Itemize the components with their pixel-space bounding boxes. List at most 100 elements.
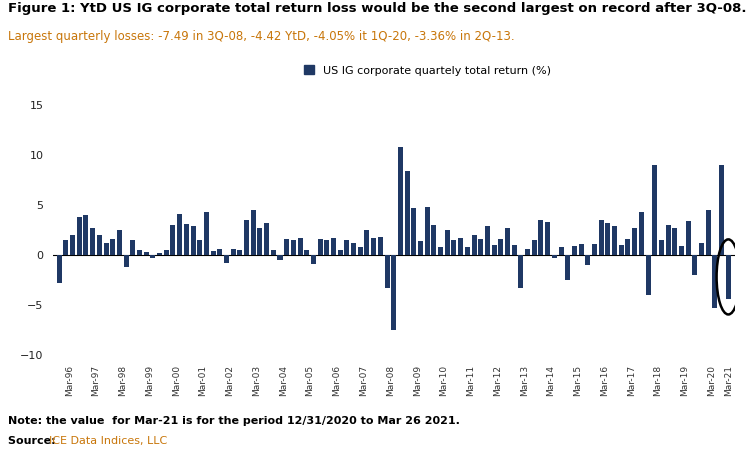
Bar: [619, 245, 624, 255]
Bar: [686, 221, 691, 255]
Bar: [117, 230, 122, 255]
Bar: [699, 243, 704, 255]
Bar: [659, 240, 664, 255]
Bar: [190, 226, 196, 255]
Text: ICE Data Indices, LLC: ICE Data Indices, LLC: [49, 436, 167, 446]
Bar: [525, 249, 530, 255]
Bar: [572, 246, 577, 255]
Bar: [411, 208, 416, 255]
Bar: [672, 228, 677, 255]
Bar: [204, 212, 209, 255]
Bar: [404, 171, 410, 255]
Text: Largest quarterly losses: -7.49 in 3Q-08, -4.42 YtD, -4.05% it 1Q-20, -3.36% in : Largest quarterly losses: -7.49 in 3Q-08…: [8, 30, 514, 43]
Bar: [692, 255, 698, 275]
Bar: [231, 249, 236, 255]
Bar: [719, 165, 724, 255]
Bar: [338, 250, 343, 255]
Bar: [257, 228, 262, 255]
Bar: [452, 240, 457, 255]
Bar: [271, 250, 276, 255]
Bar: [592, 244, 597, 255]
Bar: [385, 255, 389, 288]
Bar: [110, 239, 116, 255]
Bar: [291, 240, 296, 255]
Bar: [532, 240, 537, 255]
Bar: [70, 235, 75, 255]
Bar: [626, 239, 631, 255]
Bar: [632, 228, 638, 255]
Bar: [706, 210, 711, 255]
Bar: [418, 241, 423, 255]
Bar: [124, 255, 128, 267]
Bar: [646, 255, 650, 295]
Bar: [438, 247, 443, 255]
Text: Note: the value  for Mar-21 is for the period 12/31/2020 to Mar 26 2021.: Note: the value for Mar-21 is for the pe…: [8, 416, 459, 426]
Bar: [90, 228, 95, 255]
Bar: [177, 214, 182, 255]
Bar: [164, 250, 169, 255]
Bar: [478, 239, 483, 255]
Bar: [612, 226, 617, 255]
Bar: [518, 255, 524, 288]
Bar: [311, 255, 316, 264]
Bar: [652, 165, 657, 255]
Bar: [364, 230, 370, 255]
Bar: [445, 230, 450, 255]
Text: Source:: Source:: [8, 436, 59, 446]
Bar: [552, 255, 556, 258]
Bar: [505, 228, 510, 255]
Bar: [598, 220, 604, 255]
Bar: [104, 243, 109, 255]
Bar: [498, 239, 503, 255]
Bar: [679, 246, 684, 255]
Bar: [264, 223, 269, 255]
Bar: [431, 225, 436, 255]
Bar: [324, 240, 329, 255]
Bar: [578, 244, 584, 255]
Bar: [130, 240, 135, 255]
Bar: [76, 217, 82, 255]
Bar: [251, 210, 256, 255]
Bar: [458, 238, 464, 255]
Bar: [331, 238, 336, 255]
Bar: [639, 212, 644, 255]
Bar: [378, 237, 383, 255]
Bar: [224, 255, 229, 263]
Bar: [392, 255, 396, 330]
Bar: [559, 247, 563, 255]
Bar: [237, 250, 242, 255]
Bar: [665, 225, 670, 255]
Bar: [244, 220, 249, 255]
Bar: [217, 249, 222, 255]
Bar: [726, 255, 730, 299]
Bar: [144, 252, 148, 255]
Bar: [318, 239, 322, 255]
Bar: [170, 225, 176, 255]
Bar: [465, 247, 470, 255]
Bar: [545, 222, 550, 255]
Bar: [538, 220, 544, 255]
Bar: [512, 245, 517, 255]
Bar: [491, 245, 496, 255]
Bar: [298, 238, 302, 255]
Bar: [211, 251, 215, 255]
Bar: [712, 255, 718, 308]
Bar: [197, 240, 202, 255]
Bar: [485, 226, 490, 255]
Bar: [304, 250, 309, 255]
Bar: [137, 250, 142, 255]
Bar: [97, 235, 102, 255]
Bar: [157, 253, 162, 255]
Bar: [371, 238, 376, 255]
Bar: [472, 235, 476, 255]
Legend: US IG corporate quartely total return (%): US IG corporate quartely total return (%…: [304, 65, 551, 76]
Bar: [566, 255, 570, 280]
Bar: [344, 240, 350, 255]
Bar: [398, 147, 403, 255]
Bar: [284, 239, 290, 255]
Bar: [351, 243, 356, 255]
Bar: [278, 255, 283, 260]
Bar: [184, 224, 189, 255]
Bar: [150, 255, 155, 258]
Bar: [424, 207, 430, 255]
